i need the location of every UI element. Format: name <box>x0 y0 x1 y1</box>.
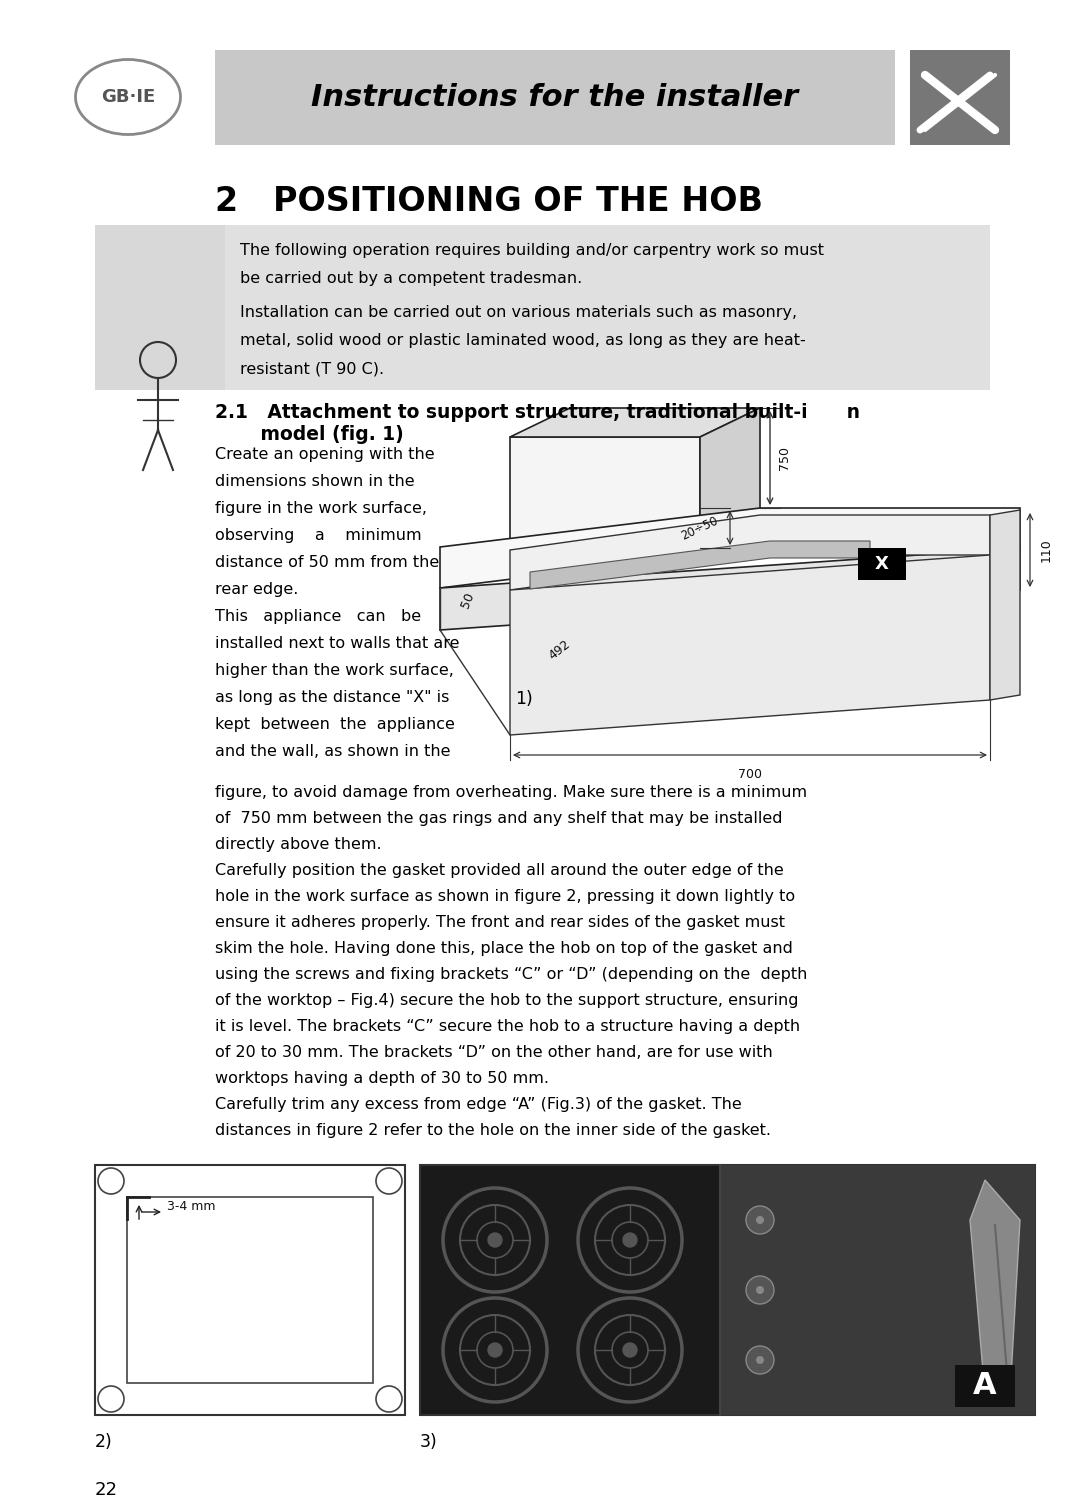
Text: 3-4 mm: 3-4 mm <box>167 1201 216 1213</box>
Bar <box>127 1197 373 1383</box>
Circle shape <box>756 1216 764 1224</box>
Text: 2): 2) <box>95 1432 112 1451</box>
Text: of the worktop – Fig.4) secure the hob to the support structure, ensuring: of the worktop – Fig.4) secure the hob t… <box>215 993 798 1008</box>
Text: Create an opening with the: Create an opening with the <box>215 447 434 462</box>
Text: hole in the work surface as shown in figure 2, pressing it down lightly to: hole in the work surface as shown in fig… <box>215 888 795 904</box>
Text: observing    a    minimum: observing a minimum <box>215 527 421 542</box>
Text: model (fig. 1): model (fig. 1) <box>215 425 404 444</box>
Text: figure in the work surface,: figure in the work surface, <box>215 502 427 515</box>
Text: Installation can be carried out on various materials such as masonry,: Installation can be carried out on vario… <box>240 305 797 320</box>
Text: metal, solid wood or plastic laminated wood, as long as they are heat-: metal, solid wood or plastic laminated w… <box>240 332 806 348</box>
Text: 50: 50 <box>459 591 477 610</box>
Text: This   appliance   can   be: This appliance can be <box>215 609 421 624</box>
Circle shape <box>488 1233 502 1247</box>
Circle shape <box>756 1286 764 1293</box>
Ellipse shape <box>76 59 180 134</box>
Text: ensure it adheres properly. The front and rear sides of the gasket must: ensure it adheres properly. The front an… <box>215 916 785 929</box>
Text: it is level. The brackets “C” secure the hob to a structure having a depth: it is level. The brackets “C” secure the… <box>215 1018 800 1034</box>
Polygon shape <box>510 555 990 734</box>
Polygon shape <box>440 508 1020 588</box>
Text: distances in figure 2 refer to the hole on the inner side of the gasket.: distances in figure 2 refer to the hole … <box>215 1123 771 1138</box>
Text: worktops having a depth of 30 to 50 mm.: worktops having a depth of 30 to 50 mm. <box>215 1071 549 1086</box>
Bar <box>215 50 895 145</box>
Text: 20÷50: 20÷50 <box>679 514 720 542</box>
Text: dimensions shown in the: dimensions shown in the <box>215 474 415 490</box>
Text: A: A <box>973 1372 997 1401</box>
Bar <box>910 50 1010 145</box>
Text: rear edge.: rear edge. <box>215 582 298 597</box>
Text: kept  between  the  appliance: kept between the appliance <box>215 718 455 731</box>
Text: of  750 mm between the gas rings and any shelf that may be installed: of 750 mm between the gas rings and any … <box>215 811 783 827</box>
Text: as long as the distance "X" is: as long as the distance "X" is <box>215 691 449 706</box>
Text: distance of 50 mm from the: distance of 50 mm from the <box>215 555 440 570</box>
Text: The following operation requires building and/or carpentry work so must: The following operation requires buildin… <box>240 243 824 258</box>
Polygon shape <box>970 1180 1020 1395</box>
Text: Carefully trim any excess from edge “A” (Fig.3) of the gasket. The: Carefully trim any excess from edge “A” … <box>215 1097 742 1112</box>
Text: GB·IE: GB·IE <box>100 88 156 106</box>
Text: 3): 3) <box>420 1432 437 1451</box>
Text: resistant (T 90 C).: resistant (T 90 C). <box>240 361 384 376</box>
Text: skim the hole. Having done this, place the hob on top of the gasket and: skim the hole. Having done this, place t… <box>215 941 793 956</box>
Text: 492: 492 <box>546 638 573 662</box>
Polygon shape <box>510 408 760 437</box>
Circle shape <box>746 1206 774 1234</box>
Polygon shape <box>510 437 700 548</box>
Bar <box>95 225 225 390</box>
Text: 750: 750 <box>778 446 791 470</box>
Circle shape <box>623 1343 637 1357</box>
Text: higher than the work surface,: higher than the work surface, <box>215 663 454 678</box>
Text: using the screws and fixing brackets “C” or “D” (depending on the  depth: using the screws and fixing brackets “C”… <box>215 967 808 982</box>
Text: 22: 22 <box>95 1481 118 1499</box>
Polygon shape <box>510 515 990 589</box>
Polygon shape <box>700 408 760 548</box>
Text: figure, to avoid damage from overheating. Make sure there is a minimum: figure, to avoid damage from overheating… <box>215 786 807 799</box>
Text: 700: 700 <box>738 768 762 781</box>
Bar <box>955 1364 1015 1407</box>
Text: be carried out by a competent tradesman.: be carried out by a competent tradesman. <box>240 270 582 286</box>
Circle shape <box>746 1275 774 1304</box>
Bar <box>720 1165 1035 1414</box>
Circle shape <box>623 1233 637 1247</box>
Circle shape <box>488 1343 502 1357</box>
Circle shape <box>746 1346 774 1373</box>
Text: Instructions for the installer: Instructions for the installer <box>311 83 798 112</box>
Text: 2.1   Attachment to support structure, traditional built-i      n: 2.1 Attachment to support structure, tra… <box>215 403 860 422</box>
Bar <box>95 225 990 390</box>
Text: 2   POSITIONING OF THE HOB: 2 POSITIONING OF THE HOB <box>215 184 762 218</box>
Polygon shape <box>530 541 870 589</box>
Polygon shape <box>440 548 1020 630</box>
Text: directly above them.: directly above them. <box>215 837 381 852</box>
Bar <box>858 548 906 580</box>
Text: installed next to walls that are: installed next to walls that are <box>215 636 459 651</box>
Circle shape <box>756 1355 764 1364</box>
Text: and the wall, as shown in the: and the wall, as shown in the <box>215 743 450 759</box>
Text: of 20 to 30 mm. The brackets “D” on the other hand, are for use with: of 20 to 30 mm. The brackets “D” on the … <box>215 1046 773 1061</box>
Text: 110: 110 <box>1040 538 1053 562</box>
Bar <box>95 1165 405 1414</box>
Bar <box>420 1165 1035 1414</box>
Text: Carefully position the gasket provided all around the outer edge of the: Carefully position the gasket provided a… <box>215 863 784 878</box>
Text: 1): 1) <box>515 691 532 709</box>
Text: X: X <box>875 555 889 573</box>
Polygon shape <box>990 511 1020 700</box>
